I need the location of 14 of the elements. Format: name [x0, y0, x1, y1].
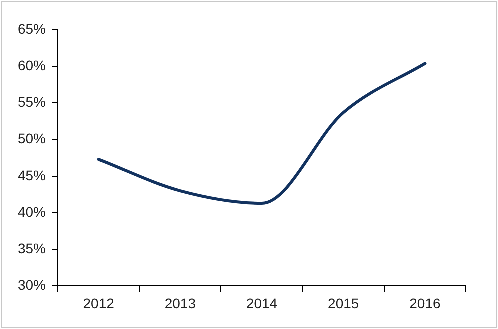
x-tick-label: 2013 — [164, 295, 196, 312]
y-tick-label: 55% — [18, 94, 46, 110]
line-series — [97, 62, 427, 205]
y-tick-label: 30% — [18, 277, 46, 294]
y-tick-label: 45% — [18, 167, 46, 184]
y-tick-label: 35% — [18, 240, 46, 256]
x-tick-label: 2015 — [328, 295, 360, 312]
y-tick-label: 60% — [18, 57, 46, 74]
y-tick-label: 50% — [18, 130, 46, 147]
x-tick-label: 2014 — [246, 295, 278, 312]
y-tick-label: 40% — [18, 204, 46, 220]
y-tick-label: 65% — [18, 20, 46, 37]
x-tick-label: 2016 — [410, 295, 441, 312]
x-tick-label: 2012 — [83, 295, 115, 312]
